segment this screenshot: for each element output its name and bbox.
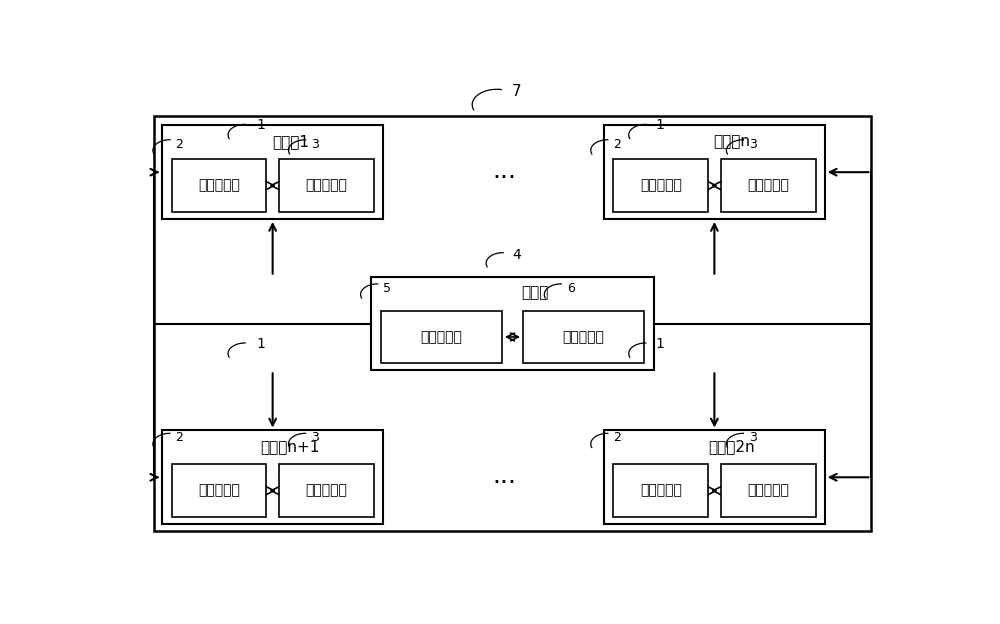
Text: 3: 3 xyxy=(311,138,319,151)
Text: 2: 2 xyxy=(175,431,183,444)
Text: 1: 1 xyxy=(256,119,265,132)
Text: 5: 5 xyxy=(383,282,391,295)
Text: 第二处理器: 第二处理器 xyxy=(305,484,347,498)
Text: 第一处理器: 第一处理器 xyxy=(563,330,605,344)
Bar xyxy=(604,125,825,219)
Bar xyxy=(604,431,825,524)
Text: 1: 1 xyxy=(256,337,265,351)
Text: 第二处理器: 第二处理器 xyxy=(747,178,789,193)
Bar xyxy=(162,125,383,219)
Bar xyxy=(172,464,266,517)
Text: 3: 3 xyxy=(311,431,319,444)
Text: 7: 7 xyxy=(512,84,521,99)
Text: 通信竮n+1: 通信竮n+1 xyxy=(261,439,320,454)
Bar xyxy=(279,464,374,517)
Bar xyxy=(381,311,502,363)
Bar xyxy=(613,464,708,517)
Text: 第二存储器: 第二存储器 xyxy=(198,484,240,498)
Bar xyxy=(721,159,816,212)
Text: 第二存储器: 第二存储器 xyxy=(640,484,682,498)
Text: ...: ... xyxy=(493,464,517,488)
Bar xyxy=(154,115,871,532)
Text: 6: 6 xyxy=(567,282,575,295)
Bar xyxy=(721,464,816,517)
Text: 2: 2 xyxy=(175,138,183,151)
Text: 第二存储器: 第二存储器 xyxy=(640,178,682,193)
Bar xyxy=(279,159,374,212)
Bar xyxy=(162,431,383,524)
Text: 2: 2 xyxy=(613,431,621,444)
Text: 第二处理器: 第二处理器 xyxy=(747,484,789,498)
Text: 2: 2 xyxy=(613,138,621,151)
Bar xyxy=(523,311,644,363)
Bar xyxy=(172,159,266,212)
Text: 1: 1 xyxy=(655,119,664,132)
Text: 3: 3 xyxy=(749,431,757,444)
Text: 通信竮n: 通信竮n xyxy=(714,134,751,149)
Text: 4: 4 xyxy=(512,248,521,262)
Text: 通信端1: 通信端1 xyxy=(272,134,309,149)
Text: 控制端: 控制端 xyxy=(521,285,549,300)
Text: 第一存储器: 第一存储器 xyxy=(420,330,462,344)
Bar xyxy=(613,159,708,212)
Text: 1: 1 xyxy=(655,337,664,351)
Text: ...: ... xyxy=(493,159,517,183)
Bar xyxy=(371,276,654,371)
Text: 3: 3 xyxy=(749,138,757,151)
Text: 通信竮2n: 通信竮2n xyxy=(709,439,755,454)
Text: 第二存储器: 第二存储器 xyxy=(198,178,240,193)
Text: 第二处理器: 第二处理器 xyxy=(305,178,347,193)
